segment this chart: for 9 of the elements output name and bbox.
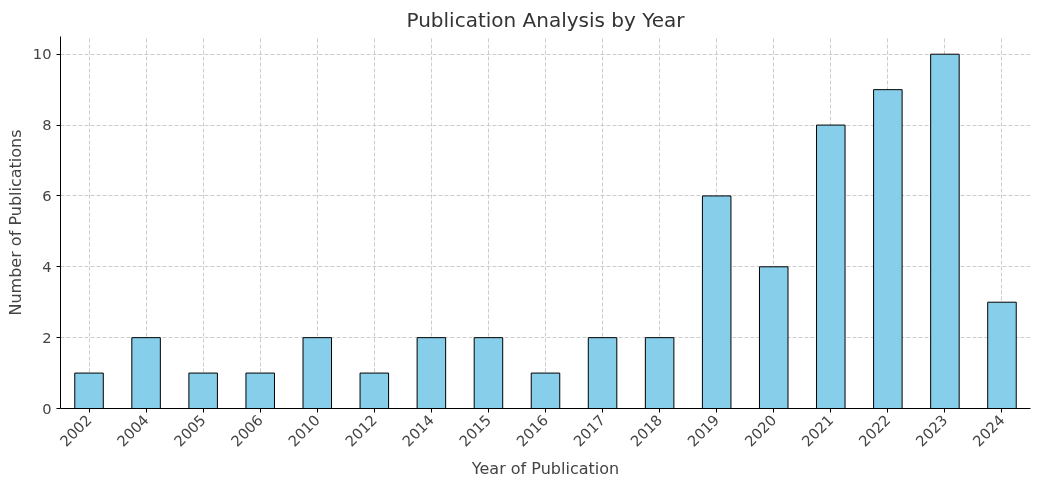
y-tick-label: 2 <box>42 328 52 346</box>
y-tick-label: 10 <box>32 45 52 63</box>
chart-title: Publication Analysis by Year <box>406 7 686 32</box>
y-tick-label: 8 <box>42 116 52 134</box>
y-axis-title: Number of Publications <box>5 129 25 316</box>
y-tick-label: 6 <box>42 186 52 204</box>
y-tick-label: 4 <box>42 257 52 275</box>
y-tick-label: 0 <box>42 399 52 417</box>
x-axis-title: Year of Publication <box>470 458 620 478</box>
